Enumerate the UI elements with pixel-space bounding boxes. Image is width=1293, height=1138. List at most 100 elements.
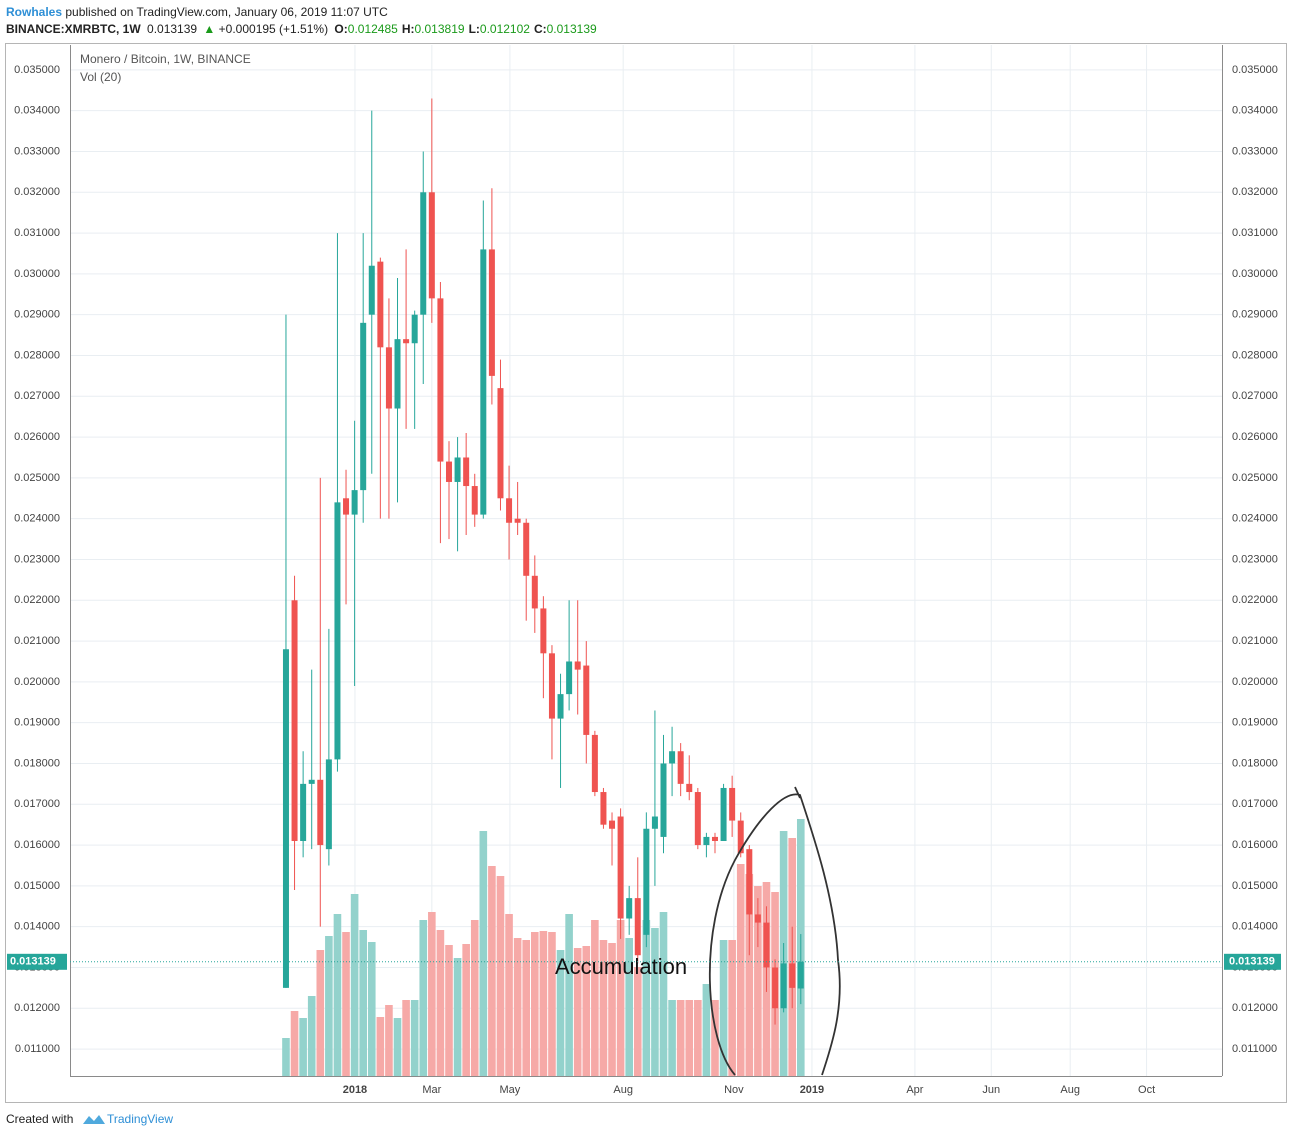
y-tick-label: 0.014000 (14, 921, 60, 933)
annotation: Accumulation (555, 954, 687, 979)
volume-bar (436, 930, 445, 1076)
candle-body (583, 665, 590, 735)
volume-bar (625, 938, 633, 1076)
volume-bar (711, 1000, 719, 1076)
y-tick-label: 0.011000 (15, 1043, 60, 1055)
volume-bar (565, 914, 573, 1076)
ohlc-value: 0.013819 (414, 22, 465, 36)
publish-line: Rowhales published on TradingView.com, J… (6, 5, 391, 19)
y-tick-label: 0.029000 (14, 309, 60, 321)
candle-body (566, 661, 573, 695)
candle-body (317, 779, 324, 846)
price: 0.013139 (147, 22, 198, 36)
y-tick-label-right: 0.011000 (1232, 1043, 1277, 1055)
volume-bar (505, 914, 513, 1076)
candle-body (626, 898, 633, 919)
footer-brand[interactable]: TradingView (107, 1112, 173, 1126)
volume-bar (754, 886, 762, 1076)
candle-body (325, 759, 332, 850)
candle-body (488, 249, 495, 376)
candle-body (471, 486, 478, 515)
candle-body (737, 820, 744, 854)
volume-bar (428, 912, 436, 1076)
y-tick-label: 0.015000 (14, 880, 60, 892)
y-tick-label-right: 0.033000 (1232, 145, 1278, 157)
candle-body (694, 792, 701, 846)
ohlc-value: 0.012485 (347, 22, 398, 36)
volume-bar (702, 984, 711, 1076)
y-tick-label: 0.019000 (14, 717, 60, 729)
volume-bar (530, 932, 539, 1076)
candle-body (506, 498, 513, 523)
volume-bar (419, 920, 428, 1076)
candle-body (746, 849, 753, 915)
volume-bar (608, 943, 616, 1076)
volume-bar (307, 996, 316, 1076)
y-tick-label: 0.024000 (14, 513, 60, 525)
x-tick-label: Mar (422, 1084, 441, 1096)
y-tick-label-right: 0.020000 (1232, 676, 1278, 688)
author[interactable]: Rowhales (6, 5, 63, 19)
volume-bar (479, 831, 488, 1076)
candle-body (343, 498, 350, 515)
volume-bar (342, 932, 350, 1076)
y-tick-label: 0.020000 (14, 676, 60, 688)
y-tick-label: 0.012000 (14, 1002, 60, 1014)
candle-body (772, 967, 779, 1009)
y-tick-label: 0.034000 (14, 105, 60, 117)
candle-body (437, 298, 444, 462)
ohlc-label: L: (468, 22, 480, 36)
candle-body (291, 600, 298, 841)
y-tick-label: 0.026000 (14, 431, 60, 443)
volume-bar (325, 936, 333, 1076)
volume-bar (633, 967, 642, 1076)
candle-body (634, 898, 641, 956)
chart-title: Monero / Bitcoin, 1W, BINANCE (80, 52, 251, 66)
candle-body (360, 322, 367, 491)
y-tick-label-right: 0.022000 (1232, 594, 1278, 606)
y-tick-label-right: 0.030000 (1232, 268, 1278, 280)
candle-body (643, 828, 650, 935)
candle-body (351, 490, 358, 515)
candle-body (334, 502, 341, 760)
candle-body (780, 963, 787, 1009)
ohlc-label: C: (533, 22, 547, 36)
y-tick-label-right: 0.024000 (1232, 513, 1278, 525)
volume-bar (736, 864, 745, 1076)
volume-bar (376, 1017, 385, 1076)
volume-bar (513, 938, 522, 1076)
candle-body (445, 461, 452, 482)
candle-body (428, 192, 435, 299)
volume-bar (668, 1000, 676, 1076)
volume-bar (616, 920, 625, 1076)
last-price-label: 0.013139 (10, 956, 56, 968)
y-tick-label-right: 0.012000 (1232, 1002, 1278, 1014)
y-tick-label-right: 0.027000 (1232, 390, 1278, 402)
y-tick-label-right: 0.026000 (1232, 431, 1278, 443)
volume-bar (316, 950, 325, 1076)
x-tick-label: Aug (1060, 1084, 1080, 1096)
y-tick-label-right: 0.028000 (1232, 349, 1278, 361)
candle-body (480, 249, 487, 515)
footer-created: Created with (6, 1112, 73, 1126)
ohlc-value: 0.013139 (546, 22, 597, 36)
x-tick-label: 2019 (800, 1084, 824, 1096)
y-tick-label-right: 0.034000 (1232, 105, 1278, 117)
candle-body (300, 783, 307, 841)
y-tick-label-right: 0.021000 (1232, 635, 1278, 647)
volume-bar (350, 894, 359, 1076)
candle-body (600, 792, 607, 825)
y-tick-label: 0.032000 (14, 186, 60, 198)
candle-body (548, 653, 555, 719)
candle-body (763, 922, 770, 968)
y-tick-label-right: 0.018000 (1232, 757, 1278, 769)
last-price-box (1224, 953, 1281, 970)
y-tick-label: 0.017000 (14, 798, 60, 810)
y-tick-label: 0.018000 (14, 757, 60, 769)
volume-bar (462, 944, 470, 1076)
volume-bar (745, 874, 754, 1076)
candle-body (523, 522, 530, 576)
volume-bar (290, 1011, 299, 1076)
symbol: BINANCE:XMRBTC, 1W (6, 22, 141, 36)
